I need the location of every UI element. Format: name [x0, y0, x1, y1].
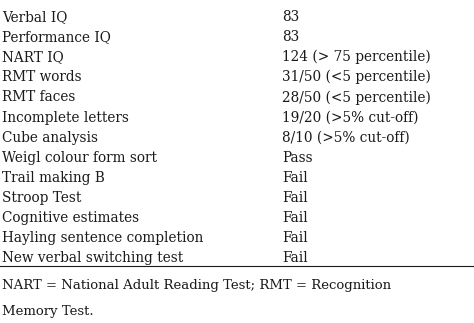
Text: NART IQ: NART IQ	[2, 50, 64, 64]
Text: 31/50 (<5 percentile): 31/50 (<5 percentile)	[282, 70, 431, 85]
Text: Performance IQ: Performance IQ	[2, 30, 111, 44]
Text: Weigl colour form sort: Weigl colour form sort	[2, 151, 157, 165]
Text: Fail: Fail	[282, 191, 308, 205]
Text: Pass: Pass	[282, 151, 313, 165]
Text: Fail: Fail	[282, 211, 308, 225]
Text: Memory Test.: Memory Test.	[2, 305, 94, 318]
Text: 19/20 (>5% cut-off): 19/20 (>5% cut-off)	[282, 110, 419, 125]
Text: 83: 83	[282, 10, 299, 24]
Text: 8/10 (>5% cut-off): 8/10 (>5% cut-off)	[282, 131, 410, 145]
Text: Fail: Fail	[282, 251, 308, 266]
Text: Trail making B: Trail making B	[2, 171, 105, 185]
Text: Incomplete letters: Incomplete letters	[2, 110, 129, 125]
Text: 83: 83	[282, 30, 299, 44]
Text: Fail: Fail	[282, 231, 308, 245]
Text: RMT words: RMT words	[2, 70, 82, 84]
Text: Hayling sentence completion: Hayling sentence completion	[2, 231, 204, 245]
Text: 124 (> 75 percentile): 124 (> 75 percentile)	[282, 50, 431, 64]
Text: New verbal switching test: New verbal switching test	[2, 251, 183, 266]
Text: RMT faces: RMT faces	[2, 90, 76, 104]
Text: Cognitive estimates: Cognitive estimates	[2, 211, 139, 225]
Text: Stroop Test: Stroop Test	[2, 191, 82, 205]
Text: NART = National Adult Reading Test; RMT = Recognition: NART = National Adult Reading Test; RMT …	[2, 279, 392, 292]
Text: 28/50 (<5 percentile): 28/50 (<5 percentile)	[282, 90, 431, 105]
Text: Verbal IQ: Verbal IQ	[2, 10, 68, 24]
Text: Fail: Fail	[282, 171, 308, 185]
Text: Cube analysis: Cube analysis	[2, 131, 99, 145]
